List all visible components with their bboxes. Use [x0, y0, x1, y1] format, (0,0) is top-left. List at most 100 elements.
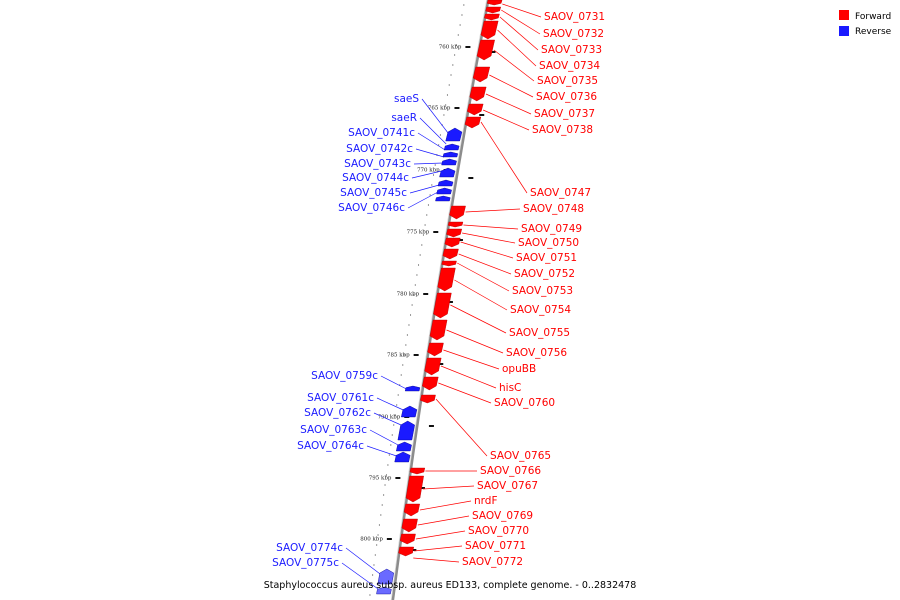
- tick-label: 760 kbp: [439, 45, 462, 51]
- reverse-gene-block: [445, 127, 463, 142]
- tick-label: 795 kbp: [369, 476, 392, 482]
- gene-label-saov-0759c: SAOV_0759c: [311, 370, 378, 382]
- leader-line-saov-0742c: [415, 148, 445, 158]
- guide-dot: [445, 104, 447, 106]
- reverse-gene-block: [435, 195, 451, 202]
- forward-gene-block: [398, 546, 415, 557]
- guide-dot: [406, 334, 408, 336]
- leader-line-saov-0763c: [369, 429, 399, 446]
- guide-dot: [426, 214, 428, 216]
- guide-dot: [377, 534, 379, 536]
- gene-label-saov-0754: SAOV_0754: [510, 304, 571, 316]
- gene-label-saov-0751: SAOV_0751: [516, 252, 577, 264]
- guide-dot: [455, 44, 457, 46]
- guide-dot: [405, 344, 407, 346]
- gene-label-saov-0741c: SAOV_0741c: [348, 127, 415, 139]
- reverse-gene-block: [439, 167, 456, 178]
- reverse-gene-block: [401, 405, 418, 418]
- forward-gene-block: [437, 267, 456, 292]
- leader-line-saov-0741c: [417, 132, 446, 151]
- gene-label-saov-0750: SAOV_0750: [518, 237, 579, 249]
- guide-dot: [396, 404, 398, 406]
- gene-label-saov-0747: SAOV_0747: [530, 187, 591, 199]
- guide-dot: [452, 64, 454, 66]
- leader-line-saov-0744c: [411, 170, 442, 179]
- gene-label-saov-0765: SAOV_0765: [490, 450, 551, 462]
- forward-gene-block: [444, 237, 461, 248]
- leader-line-saov-0735: [493, 49, 535, 82]
- tick-mark: [433, 231, 439, 233]
- forward-gene-block: [447, 221, 464, 228]
- gene-label-saov-0736: SAOV_0736: [536, 91, 597, 103]
- tick-label: 770 kbp: [417, 168, 440, 174]
- leader-line-saov-0755: [450, 304, 507, 334]
- legend-forward-label: Forward: [855, 12, 891, 22]
- leader-line-saov-0743c: [413, 162, 443, 165]
- gene-label-saov-0755: SAOV_0755: [509, 327, 570, 339]
- guide-dot: [373, 564, 375, 566]
- gene-label-saov-0764c: SAOV_0764c: [297, 440, 364, 452]
- forward-gene-block: [405, 475, 424, 503]
- leader-line-saov-0767: [422, 485, 475, 490]
- leader-line-saov-0737: [485, 93, 532, 115]
- legend-reverse-label: Reverse: [855, 27, 892, 37]
- leader-line-saov-0762c: [373, 412, 402, 426]
- leader-line-hisc: [440, 365, 497, 389]
- guide-dot: [446, 94, 448, 96]
- forward-gene-block: [420, 394, 436, 404]
- forward-gene-block: [401, 518, 418, 533]
- gene-label-saov-0775c: SAOV_0775c: [272, 557, 339, 569]
- tick-label: 765 kbp: [428, 106, 451, 112]
- gene-label-saov-0766: SAOV_0766: [480, 465, 541, 477]
- forward-gene-block: [441, 260, 457, 267]
- gene-label-saer: saeR: [391, 112, 417, 124]
- strand-tick: [438, 363, 444, 365]
- leader-line-saov-0761c: [376, 397, 404, 411]
- guide-dot: [387, 464, 389, 466]
- legend: Forward Reverse: [839, 10, 892, 37]
- genome-title: Staphylococcus aureus subsp. aureus ED13…: [264, 580, 637, 591]
- backbone-highlight: [390, 0, 488, 600]
- reverse-gene-block: [397, 420, 415, 441]
- guide-dot: [433, 174, 435, 176]
- forward-gene-block: [422, 376, 439, 391]
- leader-line-saov-0764c: [366, 445, 397, 457]
- forward-gene-block: [446, 228, 463, 238]
- forward-gene-block: [485, 6, 502, 14]
- gene-label-saov-0752: SAOV_0752: [514, 268, 575, 280]
- gene-label-saov-0743c: SAOV_0743c: [344, 158, 411, 170]
- guide-dot: [381, 504, 383, 506]
- forward-gene-block: [480, 20, 499, 40]
- forward-gene-block: [429, 319, 448, 341]
- gene-label-saov-0746c: SAOV_0746c: [338, 202, 405, 214]
- forward-gene-block: [427, 342, 444, 357]
- gene-label-saov-0756: SAOV_0756: [506, 347, 567, 359]
- guide-dot: [411, 304, 413, 306]
- forward-gene-block: [449, 205, 466, 220]
- guide-dot: [403, 354, 405, 356]
- guide-dot: [450, 74, 452, 76]
- guide-dot: [397, 394, 399, 396]
- leader-line-saov-0775c: [341, 562, 379, 590]
- reverse-gene-block: [442, 151, 459, 158]
- forward-gene-block: [469, 86, 487, 102]
- tick-mark: [395, 477, 401, 479]
- guide-dot: [394, 414, 396, 416]
- leader-line-saov-0765: [435, 398, 488, 457]
- gene-label-saov-0732: SAOV_0732: [543, 28, 604, 40]
- leader-line-saov-0749: [463, 224, 519, 230]
- leader-line-saov-0747: [480, 121, 528, 194]
- guide-dot: [388, 454, 390, 456]
- guide-dot: [438, 144, 440, 146]
- forward-gene-block: [472, 66, 491, 83]
- strand-tick: [447, 301, 453, 303]
- guide-dot: [414, 284, 416, 286]
- leader-line-saov-0752: [458, 253, 512, 275]
- tick-label: 800 kbp: [360, 537, 383, 543]
- tick-label: 780 kbp: [397, 292, 420, 298]
- guide-dot: [424, 224, 426, 226]
- guide-dot: [463, 4, 465, 6]
- gene-label-saes: saeS: [394, 93, 419, 105]
- gene-label-saov-0769: SAOV_0769: [472, 510, 533, 522]
